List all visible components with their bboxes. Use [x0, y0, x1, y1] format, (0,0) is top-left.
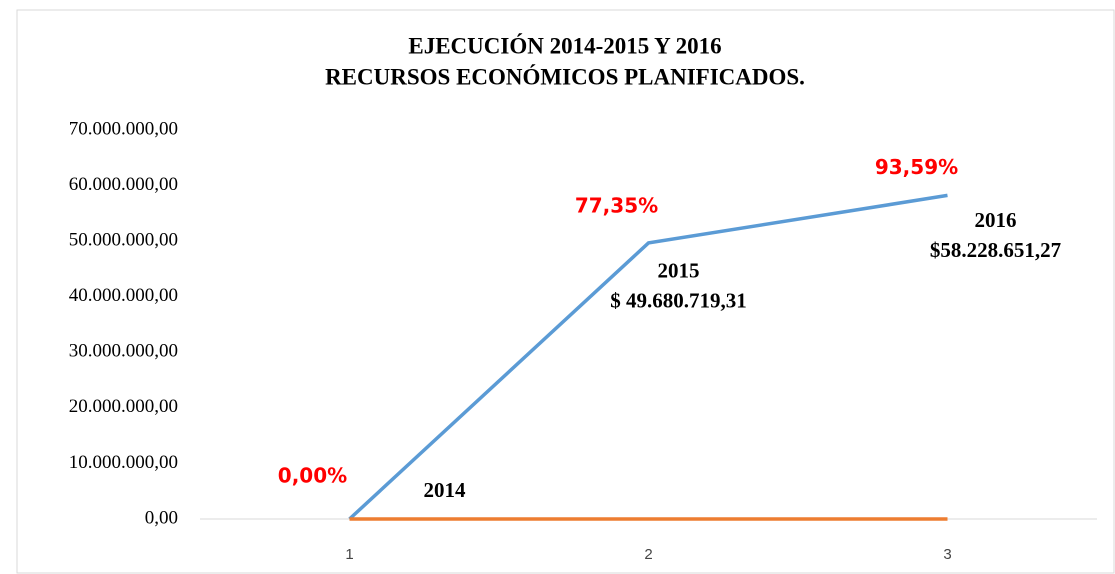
point-label: $58.228.651,27	[930, 238, 1061, 262]
point-label: 2014	[424, 478, 467, 502]
y-tick-label: 30.000.000,00	[69, 341, 178, 362]
series-line	[348, 193, 948, 521]
percent-label: 77,35%	[575, 193, 658, 217]
chart-border	[16, 9, 1115, 574]
chart-title: EJECUCIÓN 2014-2015 Y 2016	[408, 32, 721, 58]
y-tick-label: 50.000.000,00	[69, 230, 178, 251]
y-tick-label: 60.000.000,00	[69, 174, 178, 195]
x-tick-label: 3	[943, 546, 951, 563]
point-label: $ 49.680.719,31	[610, 289, 747, 313]
y-tick-label: 20.000.000,00	[69, 396, 178, 417]
percent-label: 93,59%	[875, 155, 958, 179]
y-tick-label: 70.000.000,00	[69, 118, 178, 139]
point-label: 2016	[975, 208, 1017, 232]
point-label: 2015	[658, 259, 700, 283]
y-tick-label: 10.000.000,00	[69, 452, 178, 473]
y-tick-label: 0,00	[145, 507, 178, 528]
percent-label: 0,00%	[278, 464, 347, 488]
chart-title: RECURSOS ECONÓMICOS PLANIFICADOS.	[325, 63, 805, 89]
x-tick-label: 1	[345, 546, 353, 563]
y-tick-label: 40.000.000,00	[69, 285, 178, 306]
x-tick-label: 2	[644, 546, 652, 563]
